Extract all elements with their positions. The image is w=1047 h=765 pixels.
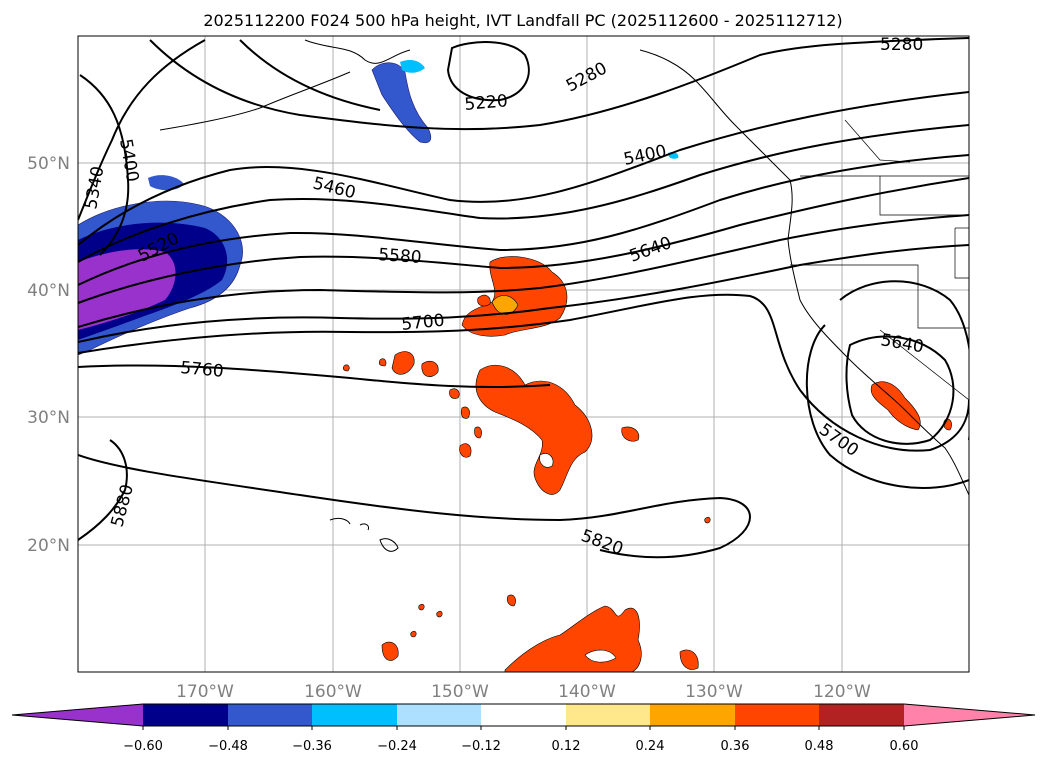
- colorbar-segments: [11, 703, 1036, 727]
- colorbar-tick-label: −0.12: [461, 739, 501, 754]
- lon-label: 150°W: [431, 682, 489, 702]
- latitude-labels: 50°N 40°N 30°N 20°N: [27, 154, 70, 556]
- colorbar-tick-label: −0.24: [377, 739, 417, 754]
- contour-label: 5580: [378, 245, 423, 268]
- map-panel: 5280 5220 5280 5400 5340 5400 5460 5520 …: [27, 35, 970, 702]
- colorbar-tick-label: −0.48: [208, 739, 248, 754]
- figure-title: 2025112200 F024 500 hPa height, IVT Land…: [203, 11, 842, 30]
- colorbar-segment: [12, 704, 143, 726]
- contour-label: 5700: [400, 311, 445, 335]
- colorbar-segment: [819, 704, 904, 726]
- colorbar-segment: [735, 704, 819, 726]
- colorbar-tick-label: 0.24: [636, 739, 665, 754]
- ivt-positive-regions: [342, 256, 952, 672]
- colorbar-tick-label: −0.36: [292, 739, 332, 754]
- colorbar-segment: [143, 704, 228, 726]
- longitude-labels: 170°W 160°W 150°W 140°W 130°W 120°W: [176, 682, 871, 702]
- contour-label: 5220: [464, 91, 509, 115]
- colorbar-segment: [312, 704, 397, 726]
- political-borders: [790, 119, 969, 401]
- colorbar-tick-label: 0.60: [890, 739, 919, 754]
- colorbar-tick-label: 0.36: [721, 739, 750, 754]
- lat-label: 40°N: [27, 281, 70, 301]
- lon-label: 120°W: [813, 682, 871, 702]
- lon-label: 130°W: [685, 682, 743, 702]
- lat-label: 50°N: [27, 154, 70, 174]
- colorbar-segment: [904, 704, 1035, 726]
- map-gridlines: [78, 36, 969, 672]
- contour-label: 5280: [880, 35, 923, 55]
- colorbar-segment: [228, 704, 312, 726]
- map-background: [78, 36, 969, 672]
- colorbar-tick-label: 0.48: [805, 739, 834, 754]
- coastlines: [159, 39, 969, 552]
- colorbar-segment: [566, 704, 650, 726]
- lon-label: 140°W: [558, 682, 616, 702]
- colorbar-tick-label: −0.60: [123, 739, 163, 754]
- colorbar-segment: [397, 704, 481, 726]
- colorbar-segment: [481, 704, 566, 726]
- colorbar-segment: [650, 704, 735, 726]
- colorbar-tick-label: 0.12: [552, 739, 581, 754]
- lon-label: 170°W: [176, 682, 234, 702]
- height-contours: [78, 37, 969, 559]
- contour-label: 5760: [180, 358, 225, 382]
- colorbar: −0.60 −0.48 −0.36 −0.24 −0.12 0.12 0.24 …: [11, 703, 1036, 754]
- lat-label: 30°N: [27, 408, 70, 428]
- map-frame: [77, 35, 970, 673]
- lat-label: 20°N: [27, 536, 70, 556]
- lon-label: 160°W: [304, 682, 362, 702]
- colorbar-ticks: [142, 726, 905, 730]
